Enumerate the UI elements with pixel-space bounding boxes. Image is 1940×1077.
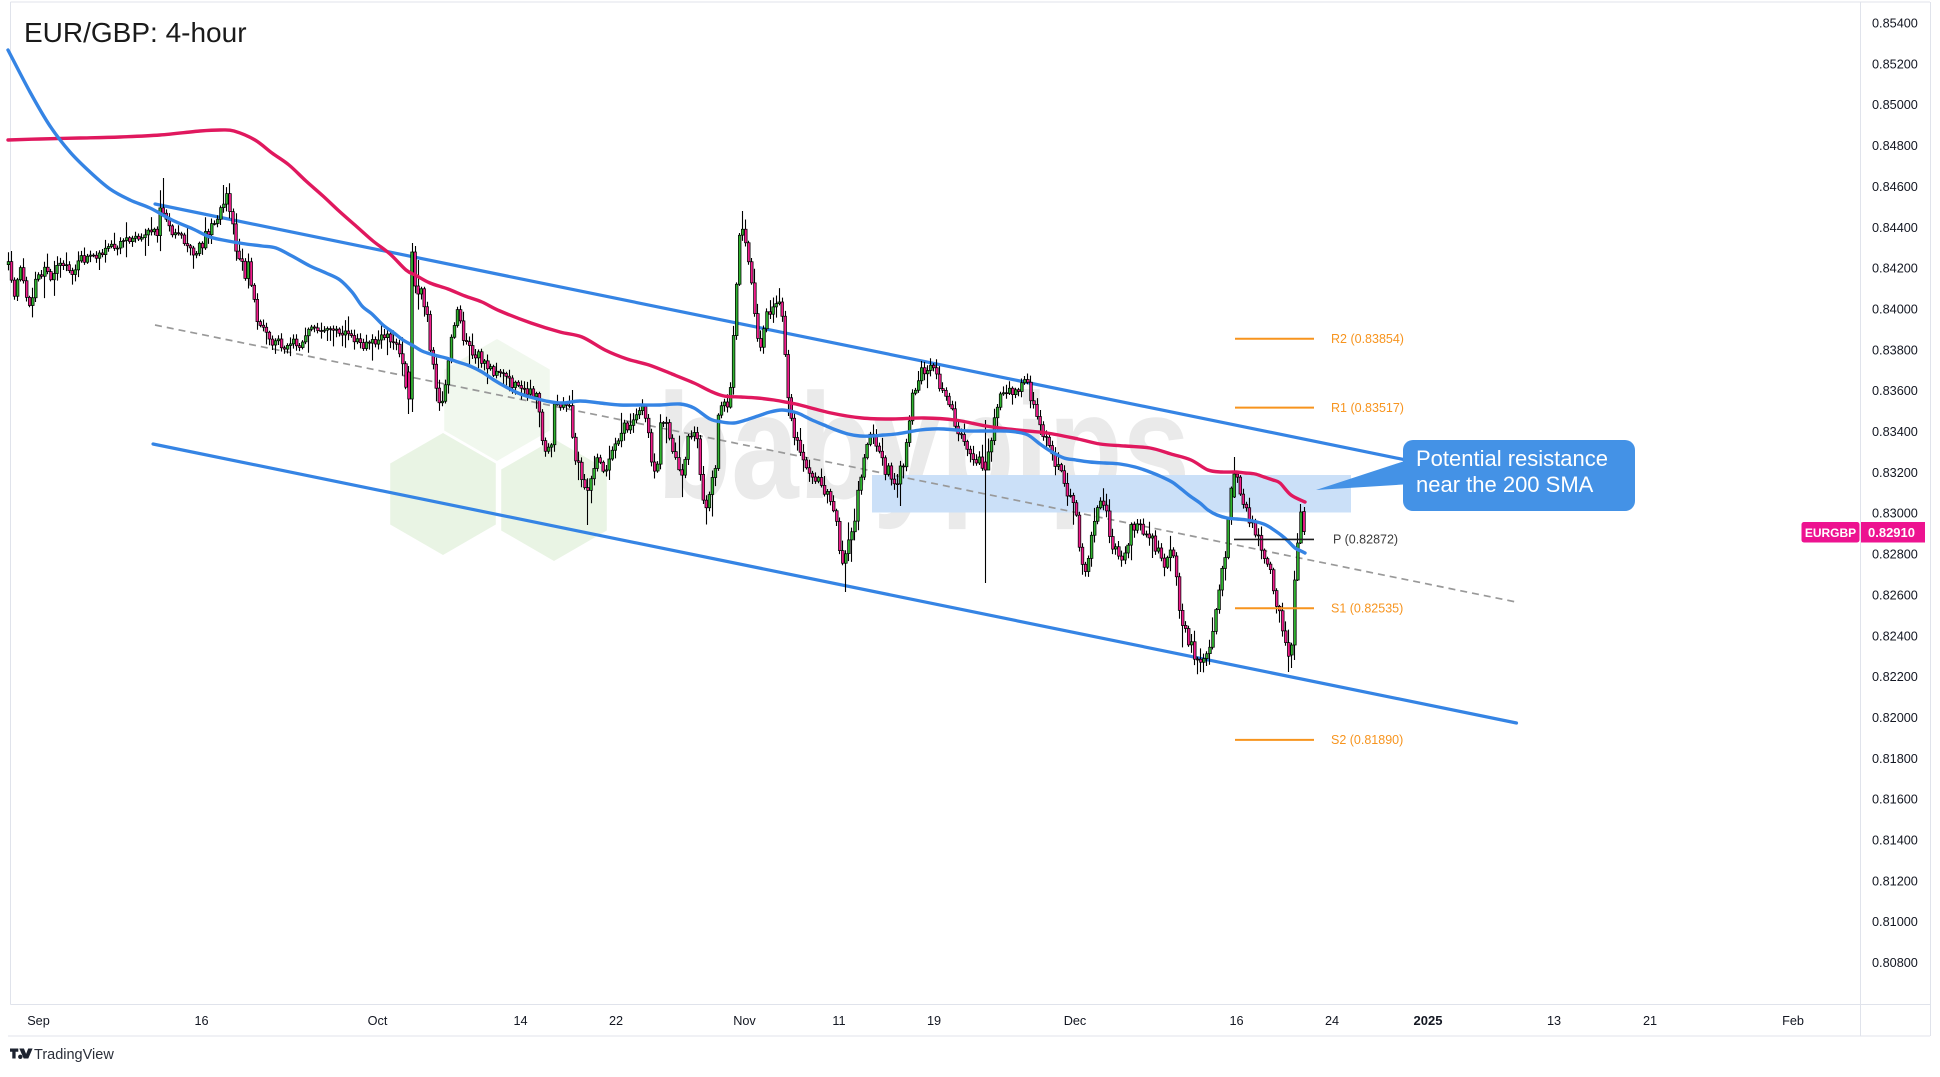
svg-text:TradingView: TradingView	[34, 1047, 114, 1063]
svg-text:13: 13	[1547, 1014, 1561, 1028]
svg-text:0.83800: 0.83800	[1872, 343, 1918, 357]
svg-text:0.84400: 0.84400	[1872, 221, 1918, 235]
svg-text:21: 21	[1643, 1014, 1657, 1028]
svg-text:0.83400: 0.83400	[1872, 425, 1918, 439]
svg-text:14: 14	[513, 1014, 527, 1028]
svg-text:0.82600: 0.82600	[1872, 588, 1918, 602]
svg-text:Potential resistance: Potential resistance	[1416, 446, 1608, 471]
svg-text:0.82910: 0.82910	[1868, 525, 1915, 540]
svg-text:0.80800: 0.80800	[1872, 956, 1918, 970]
svg-text:0.82800: 0.82800	[1872, 548, 1918, 562]
svg-text:0.85200: 0.85200	[1872, 57, 1918, 71]
svg-text:0.81600: 0.81600	[1872, 793, 1918, 807]
svg-text:19: 19	[927, 1014, 941, 1028]
svg-text:near the 200 SMA: near the 200 SMA	[1416, 472, 1594, 497]
svg-text:Feb: Feb	[1782, 1014, 1804, 1028]
svg-text:0.85000: 0.85000	[1872, 98, 1918, 112]
svg-text:Dec: Dec	[1064, 1014, 1087, 1028]
svg-text:24: 24	[1325, 1014, 1339, 1028]
svg-text:0.82000: 0.82000	[1872, 711, 1918, 725]
svg-text:0.84800: 0.84800	[1872, 139, 1918, 153]
svg-text:22: 22	[609, 1014, 623, 1028]
svg-text:0.85400: 0.85400	[1872, 17, 1918, 31]
svg-text:0.83200: 0.83200	[1872, 466, 1918, 480]
svg-text:Sep: Sep	[27, 1014, 50, 1028]
svg-text:Nov: Nov	[733, 1014, 756, 1028]
svg-text:Oct: Oct	[368, 1014, 388, 1028]
svg-text:0.83600: 0.83600	[1872, 384, 1918, 398]
svg-text:S2 (0.81890): S2 (0.81890)	[1331, 733, 1403, 747]
svg-text:P (0.82872): P (0.82872)	[1333, 533, 1398, 547]
svg-text:R1 (0.83517): R1 (0.83517)	[1331, 401, 1404, 415]
svg-text:0.84600: 0.84600	[1872, 180, 1918, 194]
svg-text:11: 11	[832, 1014, 845, 1028]
svg-text:0.81000: 0.81000	[1872, 915, 1918, 929]
svg-text:EURGBP: EURGBP	[1805, 526, 1856, 540]
svg-text:16: 16	[194, 1014, 208, 1028]
svg-text:0.82200: 0.82200	[1872, 670, 1918, 684]
svg-text:0.82400: 0.82400	[1872, 629, 1918, 643]
svg-text:0.83000: 0.83000	[1872, 507, 1918, 521]
svg-text:0.81200: 0.81200	[1872, 874, 1918, 888]
svg-text:R2 (0.83854): R2 (0.83854)	[1331, 332, 1404, 346]
svg-text:0.84200: 0.84200	[1872, 262, 1918, 276]
svg-text:S1 (0.82535): S1 (0.82535)	[1331, 602, 1403, 616]
svg-text:0.81400: 0.81400	[1872, 834, 1918, 848]
svg-text:2025: 2025	[1414, 1013, 1443, 1028]
svg-text:0.84000: 0.84000	[1872, 303, 1918, 317]
svg-text:16: 16	[1229, 1014, 1243, 1028]
svg-text:EUR/GBP: 4-hour: EUR/GBP: 4-hour	[24, 17, 247, 48]
svg-text:0.81800: 0.81800	[1872, 752, 1918, 766]
